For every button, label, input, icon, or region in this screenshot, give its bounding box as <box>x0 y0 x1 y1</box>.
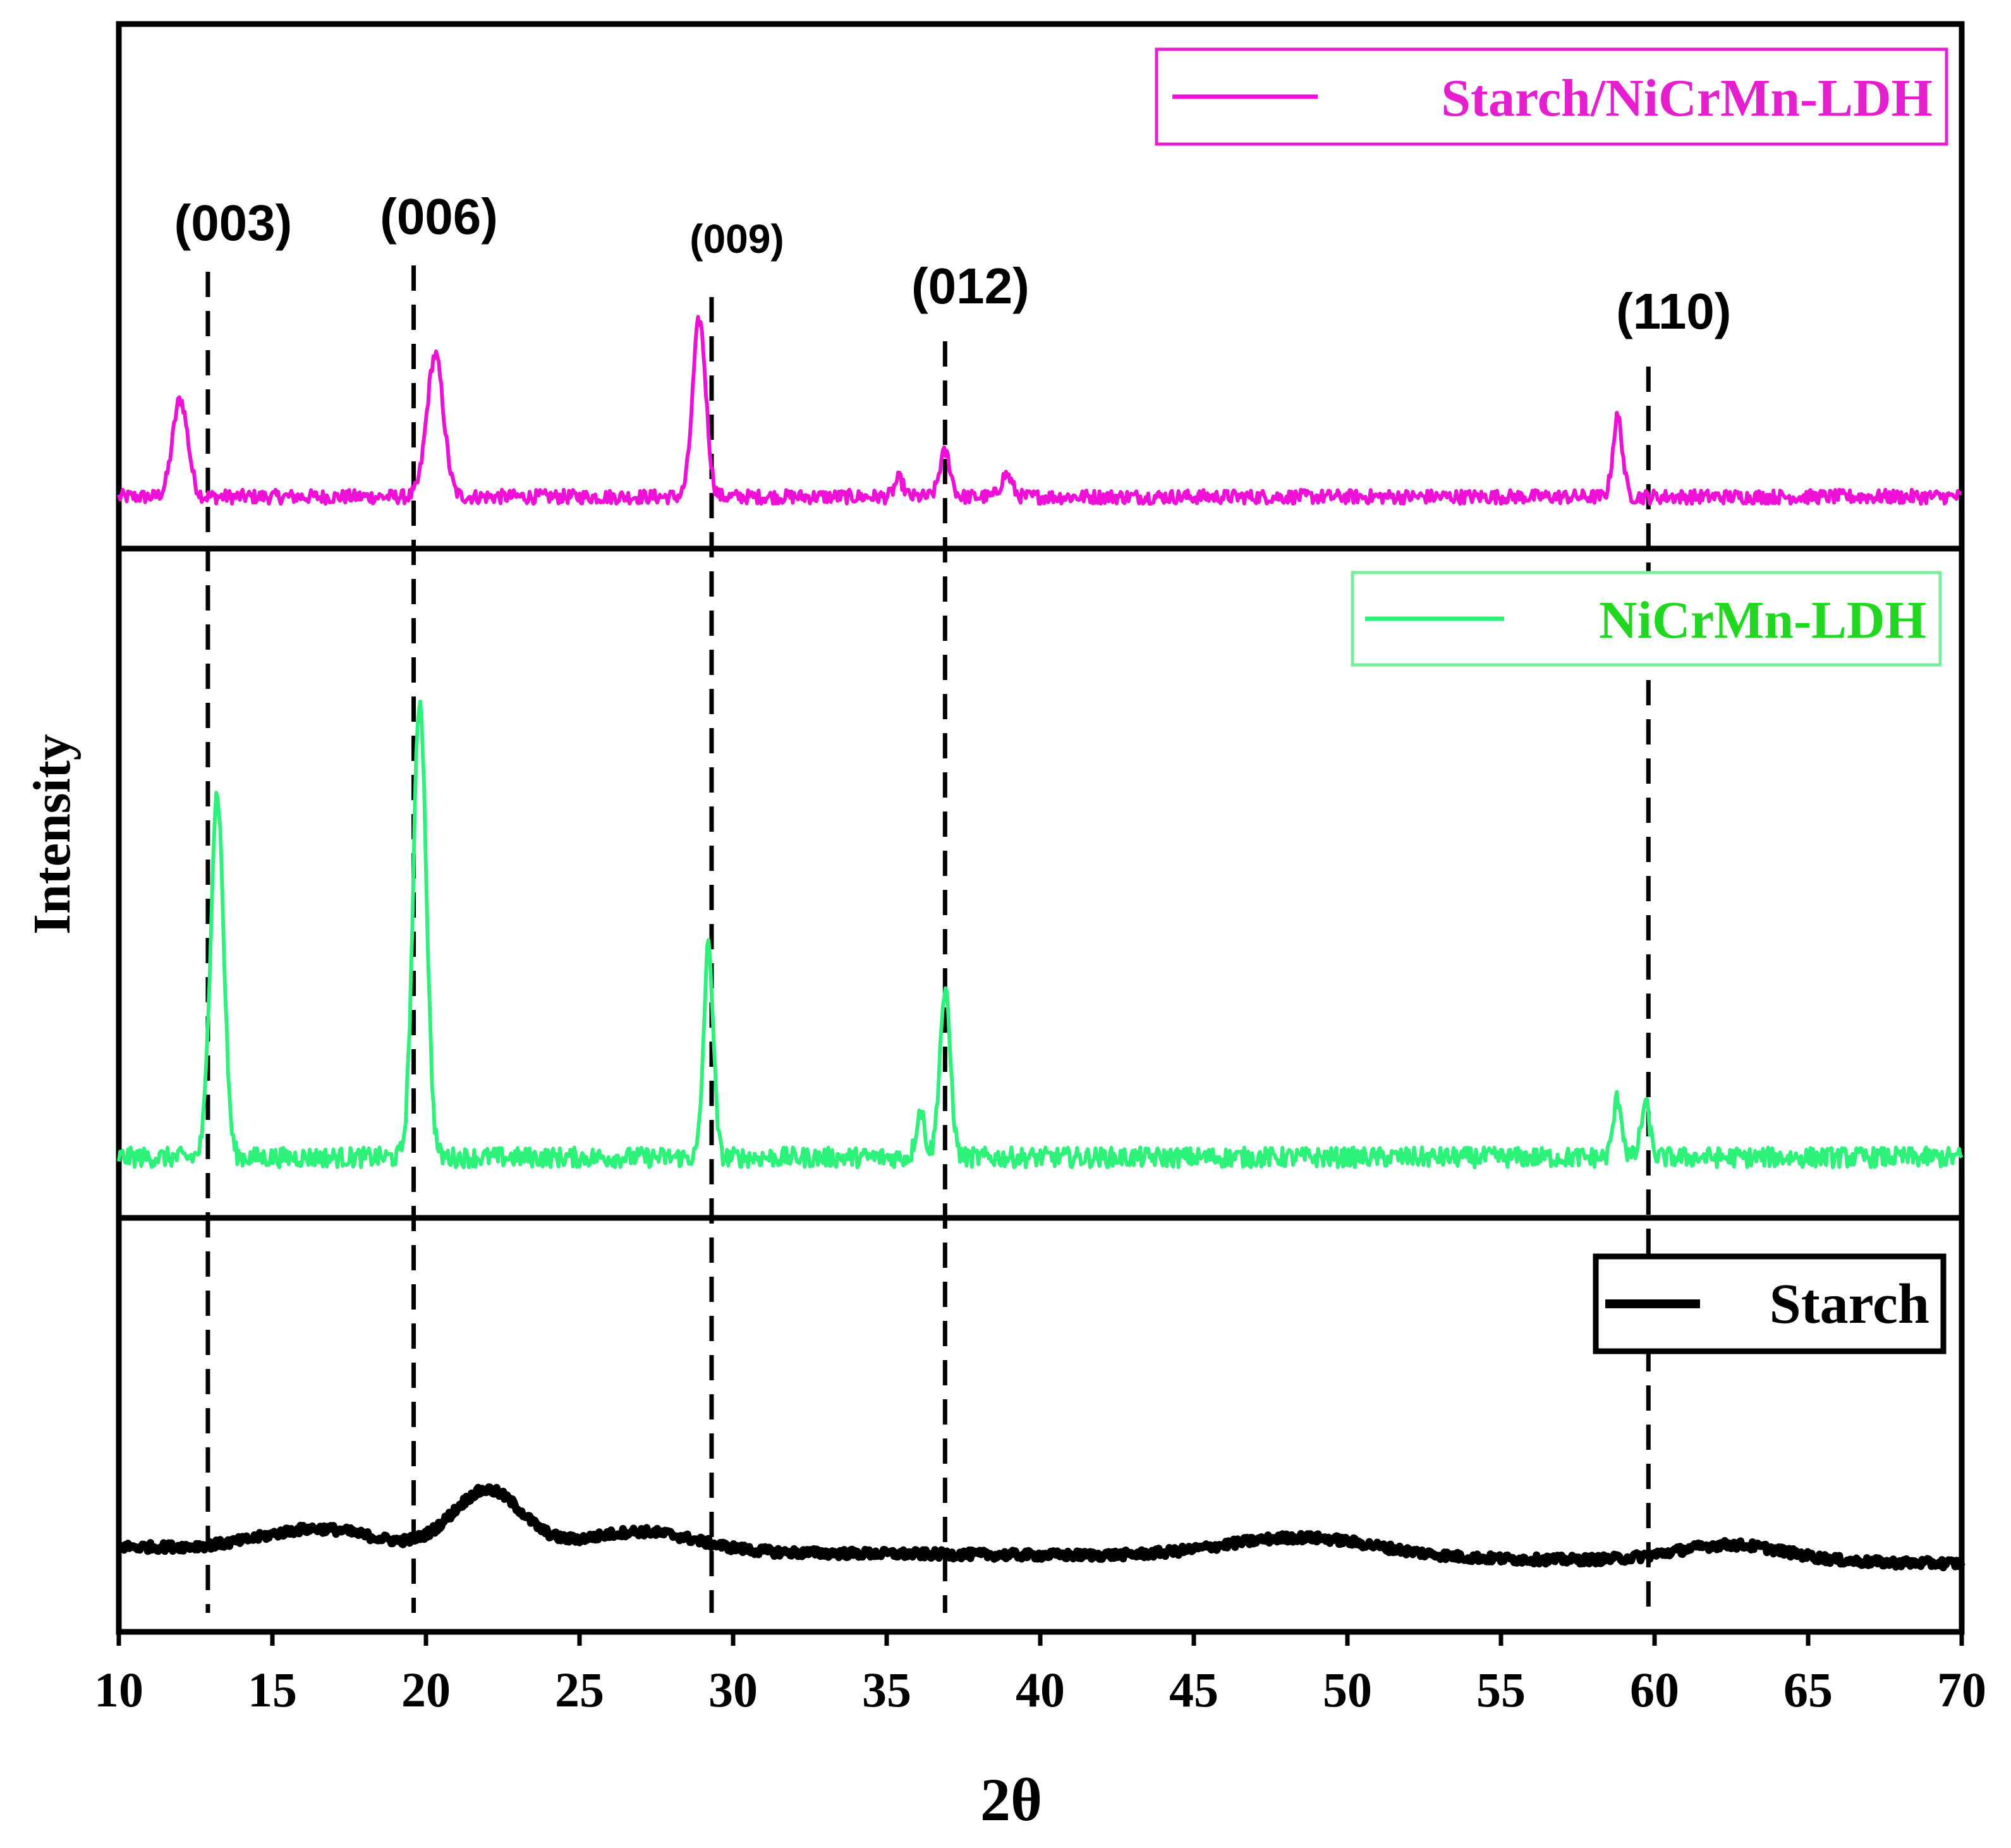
series-line-1 <box>117 315 1962 506</box>
legend-label: NiCrMn-LDH <box>1599 591 1926 650</box>
panel-frames <box>116 21 1965 1635</box>
x-ticks: 10 15 20 25 30 35 40 45 50 55 60 65 70 <box>94 1632 1986 1717</box>
hkl-label: (012) <box>911 258 1030 314</box>
legend-box <box>1155 47 1948 146</box>
y-axis-title: Intensity <box>23 734 82 934</box>
hkl-labels: (003) (006) (009) (012) (110) <box>174 188 1732 339</box>
legend-box <box>1593 1253 1947 1354</box>
legend-1: Starch/NiCrMn-LDH <box>1155 47 1948 146</box>
x-tick-label: 50 <box>1323 1662 1372 1717</box>
x-tick-label: 70 <box>1937 1662 1986 1717</box>
hkl-label: (009) <box>690 216 784 262</box>
x-axis-title: 2θ <box>980 1766 1042 1833</box>
legends: Starch/NiCrMn-LDH NiCrMn-LDH Starch <box>1155 47 1948 1354</box>
plot-frame <box>116 21 1965 1635</box>
series-line-2 <box>117 699 1964 1169</box>
x-tick-label: 45 <box>1169 1662 1218 1717</box>
x-tick-label: 30 <box>708 1662 758 1717</box>
x-tick-label: 25 <box>555 1662 604 1717</box>
x-tick-label: 65 <box>1783 1662 1833 1717</box>
reference-lines <box>205 265 1651 1613</box>
x-tick-label: 10 <box>94 1662 143 1717</box>
series-line-3 <box>116 1483 1965 1572</box>
series-lines <box>116 315 1965 1572</box>
x-tick-label: 40 <box>1016 1662 1065 1717</box>
legend-label: Starch/NiCrMn-LDH <box>1441 69 1933 128</box>
x-tick-label: 15 <box>248 1662 297 1717</box>
x-tick-label: 60 <box>1630 1662 1679 1717</box>
hkl-label: (003) <box>174 195 293 251</box>
legend-label: Starch <box>1770 1273 1929 1335</box>
x-tick-label: 55 <box>1476 1662 1526 1717</box>
legend-2: NiCrMn-LDH <box>1351 571 1942 667</box>
x-tick-label: 35 <box>862 1662 911 1717</box>
x-tick-label: 20 <box>401 1662 451 1717</box>
legend-3: Starch <box>1593 1253 1947 1354</box>
hkl-label: (006) <box>380 188 498 245</box>
hkl-label: (110) <box>1616 283 1731 339</box>
